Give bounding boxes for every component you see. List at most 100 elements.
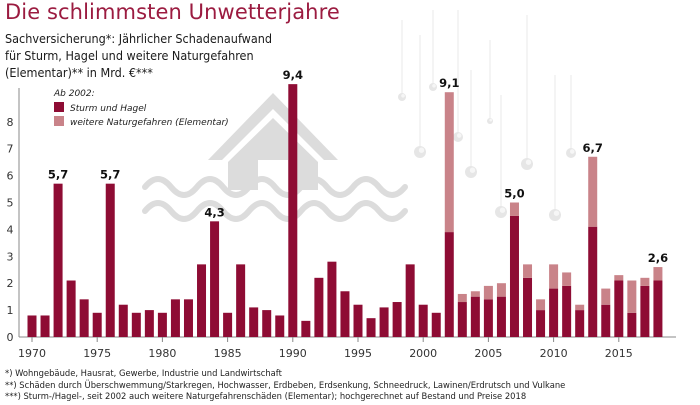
- bar-sturm-hagel: [170, 299, 180, 337]
- bar-sturm-hagel: [588, 226, 598, 337]
- x-tick-label: 2015: [605, 347, 633, 360]
- hail-illustration: [398, 10, 576, 221]
- bar-elementar: [457, 293, 467, 303]
- x-tick-label: 1985: [214, 347, 242, 360]
- bar-elementar: [562, 272, 572, 286]
- house-flood-illustration: [142, 93, 408, 222]
- bar-sturm-hagel: [523, 277, 533, 337]
- legend: Ab 2002: Sturm und Hagel weitere Naturge…: [53, 89, 229, 128]
- bar-elementar: [444, 92, 454, 233]
- bar-sturm-hagel: [197, 264, 207, 337]
- bar-chart: 0 1 2 3 4 5 6 7 8 1970 1975 1980 1985 1990 1995 2000 20…: [7, 10, 676, 360]
- hail-highlight: [553, 210, 560, 216]
- footnote: **) Schäden durch Überschwemmung/Starkre…: [5, 379, 566, 390]
- x-tick-label: 2005: [474, 347, 502, 360]
- bar-sturm-hagel: [444, 232, 454, 337]
- bar-sturm-hagel: [236, 264, 246, 337]
- bar-sturm-hagel: [549, 288, 559, 337]
- bar-sturm-hagel: [431, 312, 441, 337]
- subtitle-line: (Elementar)** in Mrd. €***: [5, 65, 153, 80]
- bar-sturm-hagel: [418, 304, 428, 337]
- bar-elementar: [536, 299, 546, 311]
- bar-sturm-hagel: [27, 315, 37, 337]
- y-tick-label: 8: [7, 116, 14, 129]
- hail-highlight: [401, 94, 405, 98]
- bar-sturm-hagel: [392, 302, 402, 337]
- bar-sturm-hagel: [223, 312, 233, 337]
- bar-sturm-hagel: [105, 183, 115, 337]
- hail-highlight: [432, 84, 436, 88]
- bar-sturm-hagel: [118, 304, 128, 337]
- data-label: 9,4: [283, 68, 303, 82]
- footnotes: *) Wohngebäude, Hausrat, Gewerbe, Indust…: [5, 368, 565, 403]
- data-labels: 5,7 5,7 4,3 9,4 9,1 5,0 6,7 2,6: [48, 68, 668, 265]
- data-label: 9,1: [439, 76, 459, 90]
- y-tick-label: 4: [7, 223, 14, 236]
- y-tick-label: 0: [7, 331, 14, 344]
- bar-sturm-hagel: [288, 84, 298, 337]
- bar-sturm-hagel: [470, 296, 480, 337]
- data-label: 4,3: [204, 205, 224, 219]
- bar-sturm-hagel: [262, 310, 272, 337]
- hail-highlight: [469, 167, 476, 173]
- legend-label-elementar: weitere Naturgefahren (Elementar): [70, 118, 229, 128]
- bar-elementar: [640, 277, 650, 286]
- x-tick-label: 1970: [18, 347, 46, 360]
- bar-sturm-hagel: [210, 221, 220, 337]
- hail-highlight: [525, 159, 532, 165]
- hail-highlight: [457, 133, 462, 138]
- y-axis-ticks: 0 1 2 3 4 5 6 7 8: [7, 116, 14, 344]
- bar-sturm-hagel: [627, 312, 637, 337]
- hail-highlight: [499, 207, 506, 213]
- data-label: 2,6: [648, 251, 668, 265]
- bar-elementar: [601, 288, 611, 305]
- x-tick-label: 1975: [83, 347, 111, 360]
- bar-sturm-hagel: [340, 291, 350, 337]
- bar-elementar: [523, 264, 533, 278]
- data-label: 5,0: [504, 187, 524, 201]
- chart-subtitle: Sachversicherung*: Jährlicher Schadenauf…: [5, 30, 335, 81]
- y-tick-label: 7: [7, 143, 14, 156]
- bar-sturm-hagel: [157, 312, 167, 337]
- bar-elementar: [483, 285, 493, 300]
- y-tick-label: 5: [7, 197, 14, 210]
- legend-swatch-sturm-hagel: [54, 102, 64, 112]
- house-roof-icon: [208, 93, 338, 160]
- x-tick-label: 1990: [279, 347, 307, 360]
- bar-sturm-hagel: [92, 312, 102, 337]
- footnote: ***) Sturm-/Hagel-, seit 2002 auch weite…: [5, 391, 527, 401]
- bar-sturm-hagel: [640, 285, 650, 337]
- hail-highlight: [570, 149, 575, 154]
- bar-sturm-hagel: [366, 318, 376, 337]
- x-tick-label: 1980: [148, 347, 176, 360]
- bar-sturm-hagel: [275, 315, 285, 337]
- bar-sturm-hagel: [496, 296, 506, 337]
- hail-highlight: [489, 118, 493, 122]
- bar-elementar: [470, 291, 480, 297]
- bar-elementar: [653, 267, 663, 281]
- wave-icons: [142, 176, 408, 222]
- bar-sturm-hagel: [575, 310, 585, 337]
- bar-sturm-hagel: [301, 320, 311, 337]
- bar-sturm-hagel: [601, 304, 611, 337]
- bar-elementar: [614, 275, 624, 281]
- bar-sturm-hagel: [53, 183, 63, 337]
- y-tick-label: 6: [7, 170, 14, 183]
- bar-sturm-hagel: [509, 215, 519, 337]
- x-axis-ticks: 1970 1975 1980 1985 1990 1995 2000 2005 2010 2015: [18, 337, 633, 360]
- hail-highlight: [418, 147, 425, 153]
- bar-sturm-hagel: [353, 304, 363, 337]
- y-tick-label: 2: [7, 277, 14, 290]
- bar-elementar: [496, 283, 506, 297]
- subtitle-line: für Sturm, Hagel und weitere Naturgefahr…: [5, 48, 254, 63]
- bar-sturm-hagel: [653, 280, 663, 337]
- bar-sturm-hagel: [131, 312, 141, 337]
- bar-sturm-hagel: [379, 307, 389, 337]
- x-tick-label: 1995: [344, 347, 372, 360]
- bar-sturm-hagel: [144, 310, 154, 337]
- bar-sturm-hagel: [614, 280, 624, 337]
- bar-sturm-hagel: [483, 299, 493, 337]
- legend-swatch-elementar: [54, 116, 64, 126]
- bar-elementar: [509, 202, 519, 216]
- bar-sturm-hagel: [457, 302, 467, 337]
